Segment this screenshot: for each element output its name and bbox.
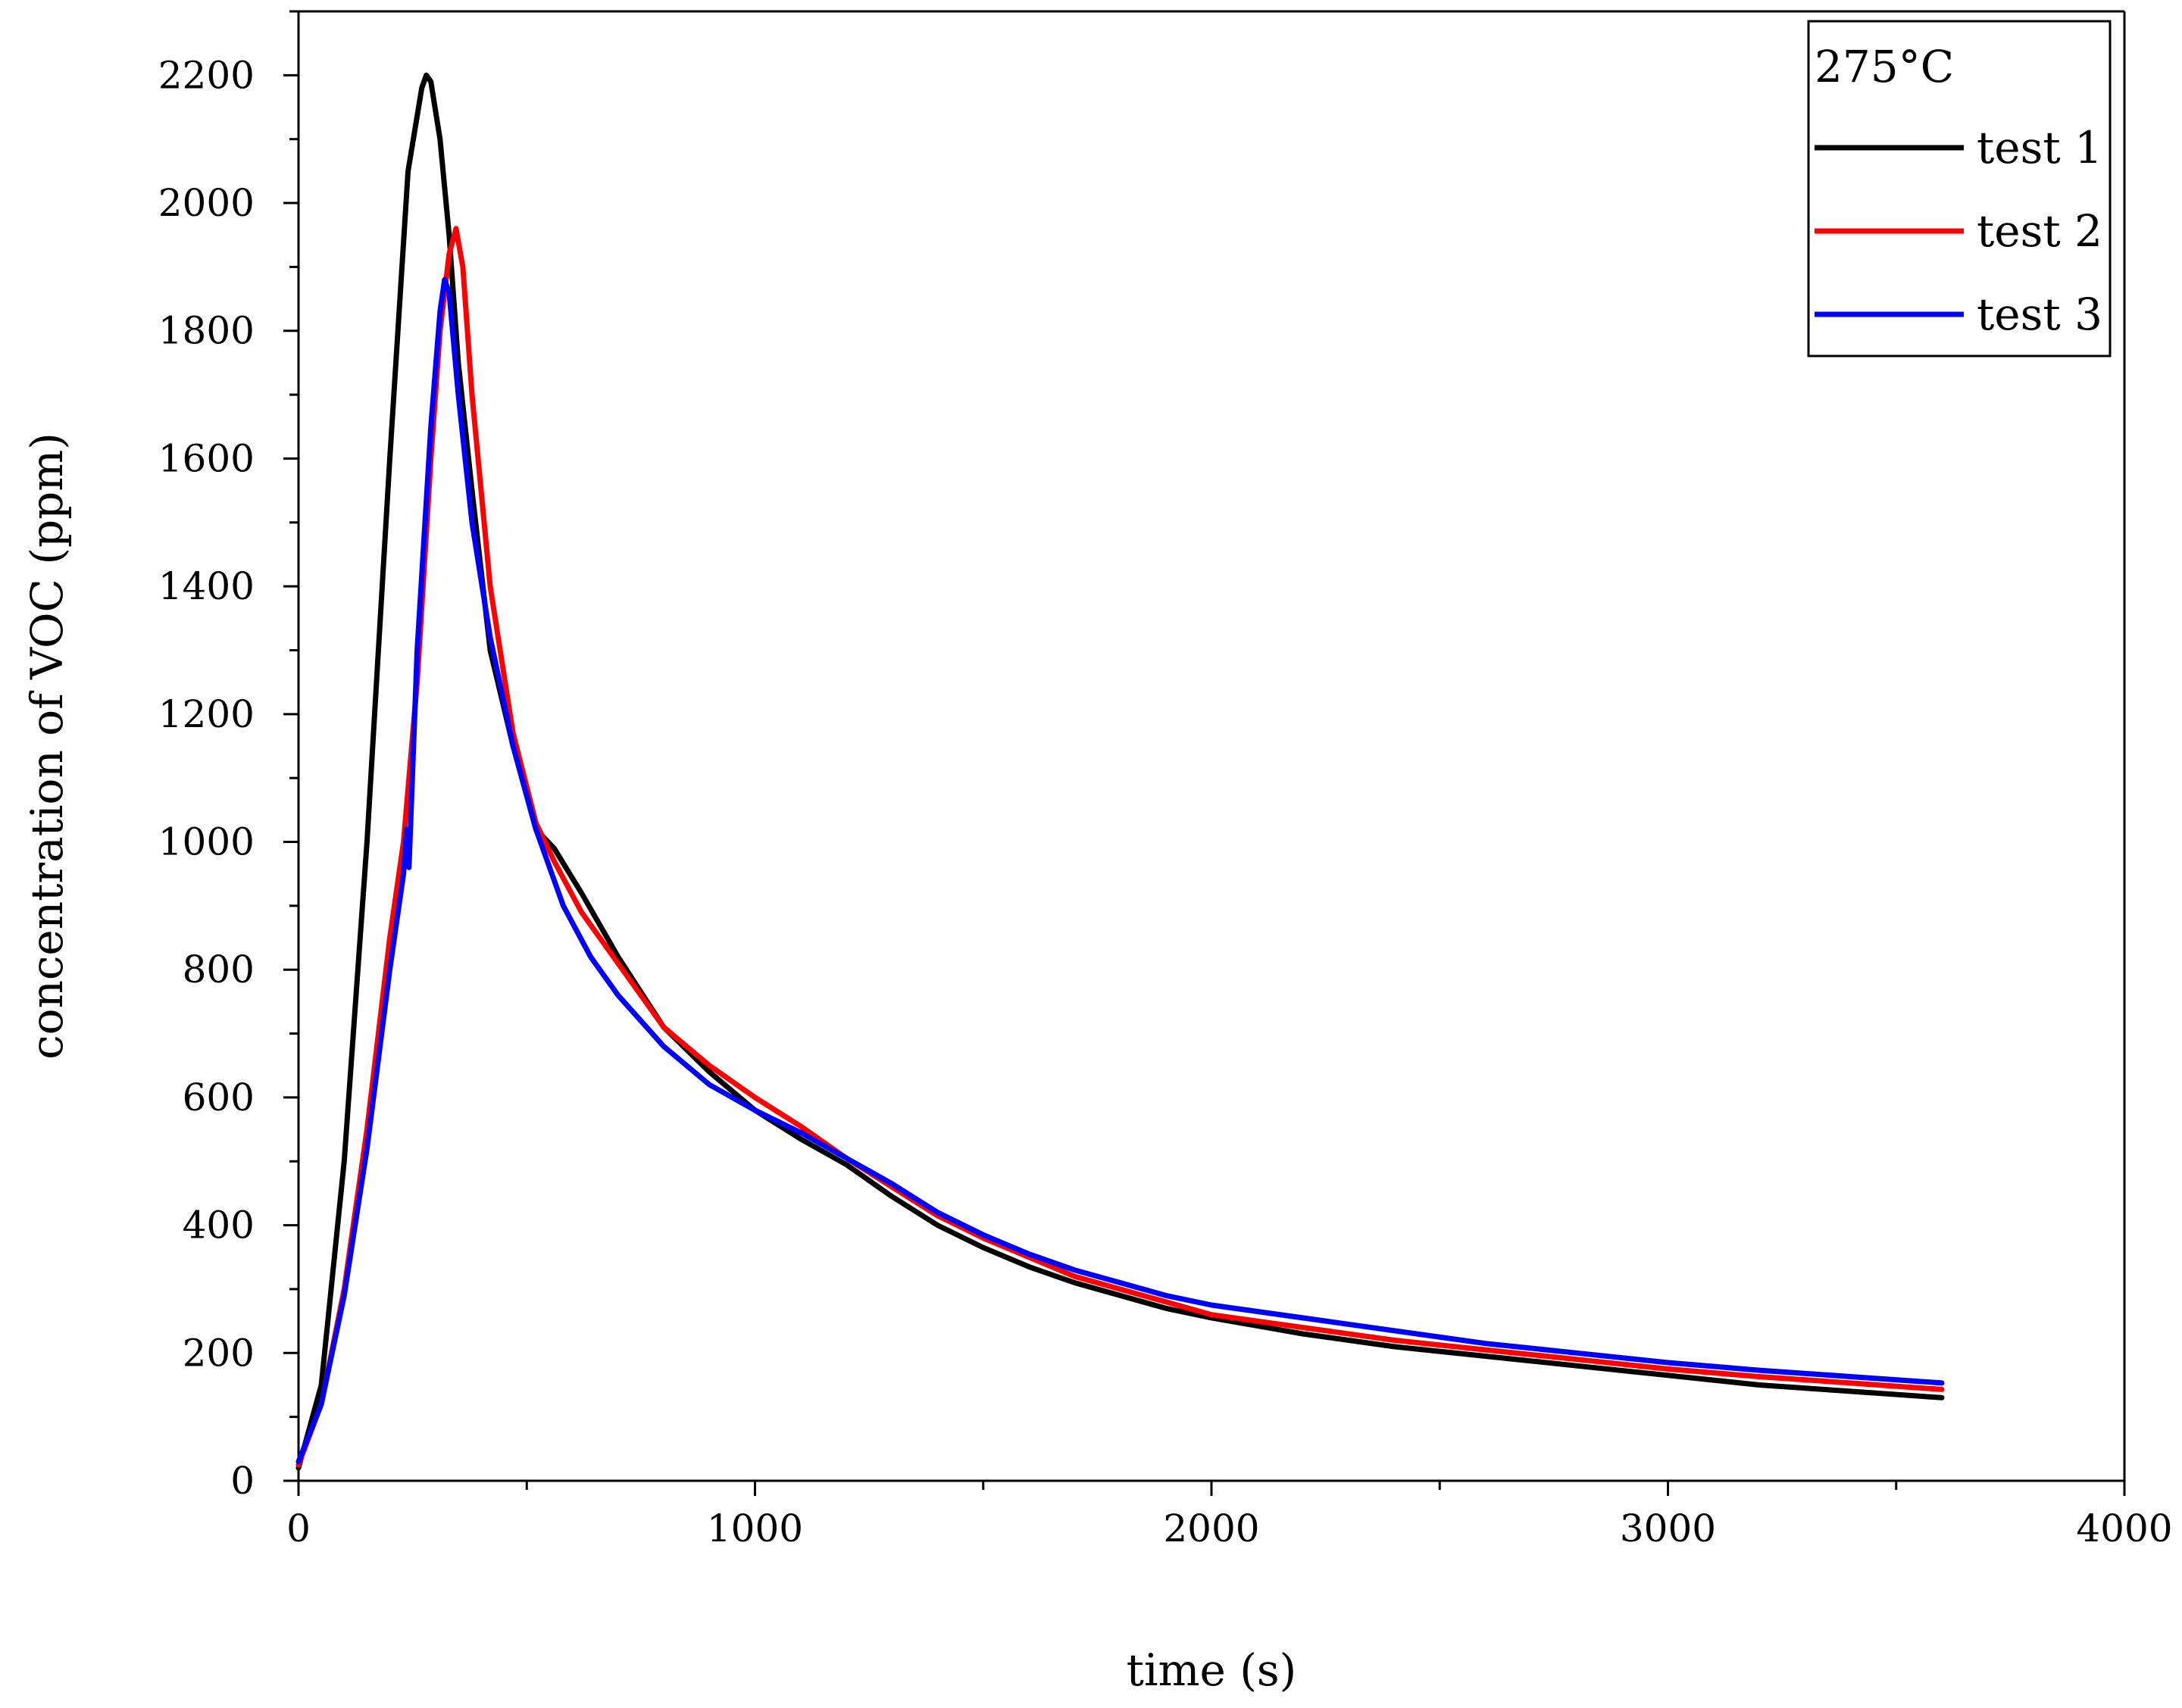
x-tick-label: 2000 [1163, 1507, 1259, 1550]
y-tick-label: 1800 [158, 309, 255, 353]
legend-entries: test 1 test 2 test 3 [1815, 122, 2102, 340]
series-layer [295, 72, 1945, 1471]
y-tick-label: 600 [183, 1076, 255, 1119]
series-line-test-2 [295, 226, 1945, 1468]
y-tick-label: 2000 [158, 181, 255, 225]
x-tick-label: 4000 [2076, 1507, 2172, 1550]
y-tick-label: 200 [183, 1331, 255, 1375]
legend-label: test 1 [1977, 122, 2102, 173]
series-line-test-1 [295, 72, 1945, 1471]
x-tick-label: 1000 [707, 1507, 803, 1550]
x-axis-title: time (s) [1127, 1644, 1297, 1696]
legend-label: test 2 [1977, 205, 2102, 257]
legend-label: test 3 [1977, 289, 2102, 340]
y-tick-label: 1000 [158, 820, 255, 864]
legend: 275°C test 1 test 2 test 3 [1807, 20, 2112, 358]
x-axis-ticks: 0 1000 2000 3000 4000 [286, 1481, 2173, 1550]
y-tick-label: 1600 [158, 436, 255, 480]
y-tick-label: 0 [230, 1459, 255, 1503]
y-axis-title: concentration of VOC (ppm) [21, 432, 73, 1060]
y-tick-label: 1200 [158, 692, 255, 736]
legend-title: 275°C [1815, 41, 1954, 92]
y-tick-label: 800 [183, 948, 255, 991]
y-tick-label: 2200 [158, 53, 255, 97]
x-tick-label: 3000 [1620, 1507, 1716, 1550]
y-axis-ticks: 0 200 400 600 800 1000 1200 1400 1600 1800 2000 220… [158, 10, 299, 1503]
y-tick-label: 400 [183, 1204, 255, 1247]
x-tick-label: 0 [286, 1507, 311, 1550]
y-tick-label: 1400 [158, 564, 255, 608]
series-line-test-3 [295, 276, 1945, 1465]
legend-box [1807, 20, 2112, 358]
